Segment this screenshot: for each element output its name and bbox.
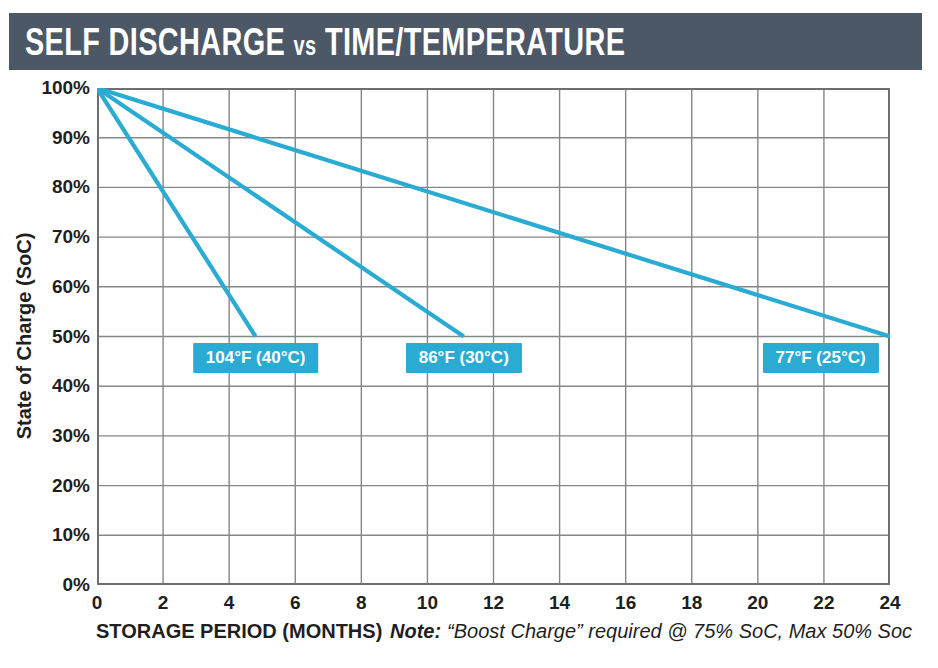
title-rest: TIME/TEMPERATURE bbox=[325, 20, 625, 63]
footnote: Note: “Boost Charge” required @ 75% SoC, … bbox=[390, 620, 912, 643]
x-tick-label: 22 bbox=[801, 592, 847, 614]
x-tick-label: 10 bbox=[404, 592, 450, 614]
title-vs: vs bbox=[294, 31, 317, 61]
x-tick-label: 18 bbox=[669, 592, 715, 614]
x-tick-label: 2 bbox=[140, 592, 186, 614]
x-tick-label: 4 bbox=[206, 592, 252, 614]
y-tick-label: 60% bbox=[12, 276, 90, 298]
page-title: SELF DISCHARGE vs TIME/TEMPERATURE bbox=[25, 22, 625, 61]
y-tick-label: 20% bbox=[12, 475, 90, 497]
x-tick-label: 0 bbox=[74, 592, 120, 614]
y-tick-label: 10% bbox=[12, 524, 90, 546]
y-tick-label: 30% bbox=[12, 425, 90, 447]
series-label: 86°F (30°C) bbox=[406, 343, 522, 373]
y-tick-label: 70% bbox=[12, 226, 90, 248]
y-tick-label: 80% bbox=[12, 176, 90, 198]
y-tick-label: 40% bbox=[12, 375, 90, 397]
title-banner: SELF DISCHARGE vs TIME/TEMPERATURE bbox=[9, 13, 922, 70]
x-tick-label: 6 bbox=[272, 592, 318, 614]
footnote-text: “Boost Charge” required @ 75% SoC, Max 5… bbox=[447, 620, 912, 642]
x-tick-label: 8 bbox=[338, 592, 384, 614]
x-tick-label: 14 bbox=[537, 592, 583, 614]
y-tick-label: 50% bbox=[12, 326, 90, 348]
y-tick-label: 100% bbox=[12, 77, 90, 99]
series-label: 104°F (40°C) bbox=[193, 343, 319, 373]
x-tick-label: 20 bbox=[735, 592, 781, 614]
y-tick-label: 90% bbox=[12, 127, 90, 149]
x-axis-title: STORAGE PERIOD (MONTHS) bbox=[96, 620, 382, 643]
footnote-prefix: Note: bbox=[390, 620, 441, 642]
plot-area bbox=[97, 88, 890, 585]
series-label: 77°F (25°C) bbox=[763, 343, 879, 373]
x-tick-label: 16 bbox=[603, 592, 649, 614]
self-discharge-chart-page: SELF DISCHARGE vs TIME/TEMPERATURE State… bbox=[0, 0, 938, 668]
x-tick-label: 12 bbox=[471, 592, 517, 614]
title-main: SELF DISCHARGE bbox=[25, 20, 285, 63]
x-tick-label: 24 bbox=[867, 592, 913, 614]
